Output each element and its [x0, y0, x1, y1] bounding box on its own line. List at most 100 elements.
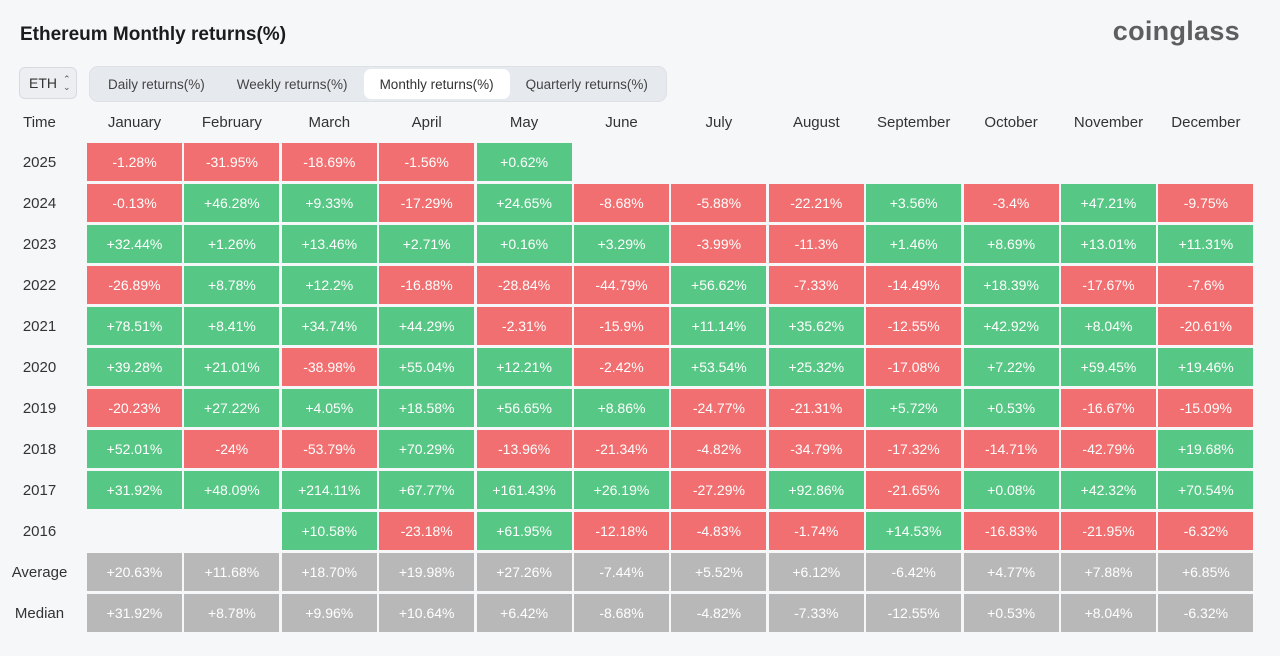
return-cell: -21.34% [574, 430, 669, 468]
row-label-2021: 2021 [22, 317, 57, 335]
month-header-july: July [705, 113, 733, 131]
return-cell: -4.83% [671, 512, 767, 550]
return-cell: -6.42% [866, 553, 962, 591]
return-cell: -2.31% [476, 307, 572, 345]
return-cell: +9.96% [281, 594, 377, 632]
return-cell: -17.08% [866, 348, 962, 386]
return-cell: +70.29% [379, 430, 475, 468]
return-cell: +0.16% [476, 225, 572, 263]
return-cell: -1.74% [768, 512, 864, 550]
month-header-september: September [877, 113, 951, 131]
month-header-february: February [201, 113, 262, 131]
row-label-2017: 2017 [22, 481, 57, 499]
return-cell: -4.82% [671, 430, 767, 468]
return-cell: -6.32% [1158, 594, 1254, 632]
return-cell: -14.49% [866, 266, 962, 304]
month-header-november: November [1073, 113, 1144, 131]
return-cell: +0.62% [476, 143, 572, 181]
return-cell: -3.99% [671, 225, 767, 263]
return-cell: +8.69% [963, 225, 1059, 263]
return-cell: +32.44% [87, 225, 182, 263]
return-cell: +53.54% [671, 348, 767, 386]
tab-quarterly-returns[interactable]: Quarterly returns(%) [525, 76, 648, 92]
return-cell: +3.56% [866, 184, 962, 222]
return-cell: -16.67% [1061, 389, 1156, 427]
return-cell: +7.88% [1061, 553, 1156, 591]
return-cell: -16.83% [963, 512, 1059, 550]
return-cell: -7.33% [768, 266, 864, 304]
tab-daily-returns[interactable]: Daily returns(%) [108, 76, 205, 92]
coinglass-logo[interactable]: coinglass [1112, 16, 1240, 46]
return-cell: -42.79% [1061, 430, 1156, 468]
return-cell: -23.18% [379, 512, 475, 550]
return-cell: -8.68% [574, 184, 669, 222]
return-cell: +56.65% [476, 389, 572, 427]
return-cell: -7.44% [574, 553, 669, 591]
return-cell: +4.77% [963, 553, 1059, 591]
return-cell: +46.28% [184, 184, 280, 222]
month-header-august: August [792, 113, 840, 131]
return-cell: +12.2% [281, 266, 377, 304]
return-cell: -24.77% [671, 389, 767, 427]
return-cell: +11.31% [1158, 225, 1254, 263]
return-cell: +19.46% [1158, 348, 1254, 386]
return-cell: -21.95% [1061, 512, 1156, 550]
row-label-2018: 2018 [22, 440, 57, 458]
return-cell: +8.78% [184, 266, 280, 304]
return-cell: +7.22% [963, 348, 1059, 386]
return-cell: -6.32% [1158, 512, 1254, 550]
return-cell: -4.82% [671, 594, 767, 632]
return-cell: +11.68% [184, 553, 280, 591]
return-cell: -18.69% [281, 143, 377, 181]
return-cell: +11.14% [671, 307, 767, 345]
return-cell: -31.95% [184, 143, 280, 181]
month-header-december: December [1171, 113, 1241, 131]
return-cell: +19.68% [1158, 430, 1254, 468]
return-cell: +18.70% [281, 553, 377, 591]
return-cell: -3.4% [963, 184, 1059, 222]
return-cell: -12.55% [866, 594, 962, 632]
return-cell: -26.89% [87, 266, 182, 304]
return-cell: +48.09% [184, 471, 280, 509]
month-header-january: January [107, 113, 162, 131]
period-tabs: Daily returns(%) Weekly returns(%) Month… [89, 66, 667, 102]
return-cell: +6.85% [1158, 553, 1254, 591]
return-cell: +4.05% [281, 389, 377, 427]
return-cell: +47.21% [1061, 184, 1156, 222]
return-cell: +1.26% [184, 225, 280, 263]
return-cell: +31.92% [87, 471, 182, 509]
row-label-2019: 2019 [22, 399, 57, 417]
return-cell: -7.33% [768, 594, 864, 632]
return-cell: -2.42% [574, 348, 669, 386]
row-label-2016: 2016 [22, 522, 57, 540]
return-cell: -21.31% [768, 389, 864, 427]
tab-monthly-returns[interactable]: Monthly returns(%) [363, 69, 510, 99]
return-cell: +8.04% [1061, 307, 1156, 345]
return-cell: +8.41% [184, 307, 280, 345]
return-cell: -14.71% [963, 430, 1059, 468]
return-cell: +25.32% [768, 348, 864, 386]
return-cell: +35.62% [768, 307, 864, 345]
return-cell: +9.33% [281, 184, 377, 222]
return-cell: +6.12% [768, 553, 864, 591]
month-header-may: May [509, 113, 539, 131]
return-cell: +8.86% [574, 389, 669, 427]
return-cell: -15.9% [574, 307, 669, 345]
return-cell: +24.65% [476, 184, 572, 222]
return-cell: +8.04% [1061, 594, 1156, 632]
return-cell: +10.64% [379, 594, 475, 632]
return-cell: +52.01% [87, 430, 182, 468]
return-cell: +214.11% [281, 471, 377, 509]
return-cell: +6.42% [476, 594, 572, 632]
return-cell: +14.53% [866, 512, 962, 550]
return-cell: -17.32% [866, 430, 962, 468]
return-cell: -28.84% [476, 266, 572, 304]
tab-weekly-returns[interactable]: Weekly returns(%) [236, 76, 348, 92]
return-cell: +55.04% [379, 348, 475, 386]
return-cell: +42.32% [1061, 471, 1156, 509]
asset-select[interactable]: ETH ⌃ ⌄ [19, 67, 77, 99]
row-label-2023: 2023 [22, 235, 57, 253]
return-cell: -44.79% [574, 266, 669, 304]
return-cell: +92.86% [768, 471, 864, 509]
row-label-2025: 2025 [22, 153, 57, 171]
